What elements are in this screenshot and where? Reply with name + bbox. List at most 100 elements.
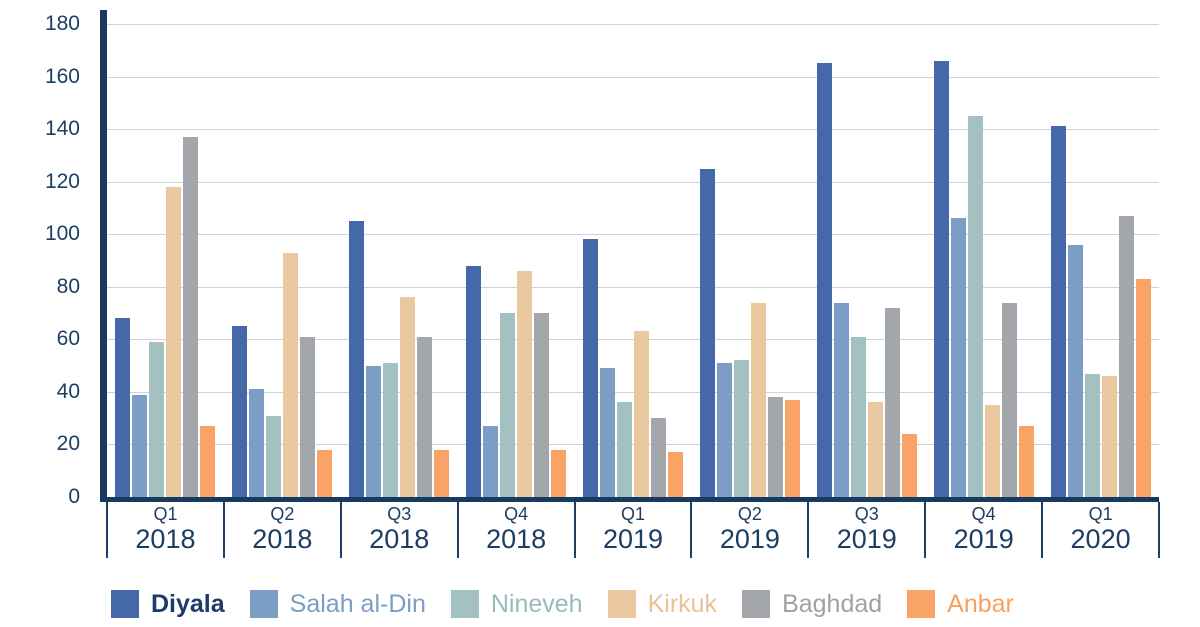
- gridline: [107, 76, 1159, 78]
- bar-kirkuk: [166, 186, 182, 497]
- bar-salah-al-din: [1067, 244, 1083, 497]
- bar-salah-al-din: [483, 426, 499, 497]
- x-tick-cell: Q4 2018: [456, 502, 574, 558]
- bar-anbar: [317, 449, 333, 497]
- y-axis-labels: 180 160 140 120 100 80 60 40 20 0: [0, 12, 80, 508]
- legend-label: Kirkuk: [647, 590, 718, 618]
- x-tick-year: 2019: [836, 524, 897, 554]
- y-tick-label: 80: [56, 274, 80, 298]
- bar-salah-al-din: [249, 389, 265, 497]
- legend-item-baghdad: Baghdad: [742, 590, 882, 618]
- legend-swatch-icon: [742, 590, 771, 618]
- legend-item-nineveh: Nineveh: [450, 590, 583, 618]
- bar-groups: [107, 24, 1159, 497]
- y-tick-label: 140: [44, 117, 80, 141]
- x-tick-year: 2020: [1070, 524, 1131, 554]
- x-tick-quarter: Q3: [854, 504, 879, 524]
- bar-diyala: [232, 326, 248, 497]
- bar-nineveh: [500, 313, 516, 497]
- bar-baghdad: [1001, 302, 1017, 497]
- bar-baghdad: [534, 313, 550, 497]
- legend-label: Baghdad: [782, 590, 883, 618]
- bar-nineveh: [967, 115, 983, 497]
- bar-diyala: [1050, 126, 1066, 497]
- gridline: [107, 234, 1159, 236]
- bar-baghdad: [651, 418, 666, 497]
- bar-group-q4-2018: [458, 24, 575, 497]
- bar-group-q4-2019: [925, 24, 1042, 497]
- y-tick-label: 160: [44, 64, 80, 88]
- legend-label: Nineveh: [490, 590, 583, 618]
- x-tick-year: 2018: [135, 524, 196, 554]
- bar-group-q3-2018: [341, 24, 458, 497]
- x-tick-quarter: Q3: [387, 504, 412, 524]
- bar-nineveh: [850, 336, 866, 497]
- x-tick-cell: Q4 2019: [924, 502, 1041, 558]
- bar-nineveh: [617, 402, 632, 497]
- bar-salah-al-din: [132, 394, 148, 497]
- x-tick-quarter: Q4: [971, 504, 996, 524]
- bar-anbar: [668, 452, 683, 497]
- bar-salah-al-din: [366, 365, 382, 497]
- bar-nineveh: [733, 360, 749, 497]
- bar-anbar: [1018, 426, 1034, 497]
- gridline: [107, 391, 1159, 393]
- x-tick-quarter: Q1: [1088, 504, 1113, 524]
- bar-kirkuk: [400, 297, 416, 497]
- x-axis-line: [100, 497, 1159, 502]
- bar-kirkuk: [1101, 376, 1117, 497]
- bar-kirkuk: [283, 252, 299, 497]
- bar-diyala: [699, 168, 715, 497]
- bar-baghdad: [417, 336, 433, 497]
- gridline: [107, 339, 1159, 341]
- bar-kirkuk: [984, 405, 1000, 497]
- gridline: [107, 286, 1159, 288]
- y-tick-label: 40: [56, 379, 80, 403]
- plot-area: [107, 24, 1159, 497]
- x-tick-cell: Q3 2018: [339, 502, 457, 558]
- legend-swatch-icon: [450, 590, 479, 618]
- legend-swatch-icon: [111, 590, 139, 618]
- bar-baghdad: [183, 137, 199, 497]
- legend-label: Diyala: [151, 590, 225, 618]
- y-tick-label: 60: [56, 327, 80, 351]
- x-tick-cell: Q1 2018: [106, 502, 223, 558]
- bar-salah-al-din: [600, 368, 615, 497]
- x-tick-cell: Q1 2020: [1041, 502, 1161, 558]
- bar-kirkuk: [867, 402, 883, 497]
- x-axis-labels: Q1 2018 Q2 2018 Q3 2018 Q4 2018 Q1 2019 Q2 2019 Q3 20…: [106, 502, 1161, 558]
- x-tick-cell: Q2 2019: [690, 502, 807, 558]
- legend-swatch-icon: [607, 590, 636, 618]
- bar-baghdad: [300, 336, 316, 497]
- bar-salah-al-din: [950, 218, 966, 497]
- x-tick-year: 2019: [719, 524, 780, 554]
- bar-diyala: [583, 239, 598, 497]
- legend-item-salah-al-din: Salah al-Din: [249, 590, 426, 618]
- legend-label: Salah al-Din: [289, 590, 426, 618]
- bar-diyala: [349, 221, 365, 497]
- gridline: [107, 181, 1159, 183]
- bar-baghdad: [884, 307, 900, 497]
- bar-nineveh: [1084, 373, 1100, 497]
- x-tick-year: 2018: [486, 524, 547, 554]
- gridline: [107, 129, 1159, 131]
- bar-salah-al-din: [716, 362, 732, 497]
- legend-item-kirkuk: Kirkuk: [607, 590, 718, 618]
- bar-diyala: [933, 60, 949, 497]
- legend-item-anbar: Anbar: [907, 590, 1014, 618]
- bar-anbar: [200, 426, 216, 497]
- x-tick-quarter: Q1: [153, 504, 178, 524]
- bar-baghdad: [767, 397, 783, 497]
- bar-nineveh: [383, 362, 399, 497]
- x-tick-quarter: Q2: [270, 504, 295, 524]
- bar-diyala: [816, 63, 832, 497]
- bar-nineveh: [266, 415, 282, 497]
- y-tick-label: 0: [68, 485, 80, 508]
- x-tick-quarter: Q1: [621, 504, 646, 524]
- x-tick-cell: Q2 2018: [222, 502, 340, 558]
- bar-group-q2-2019: [691, 24, 808, 497]
- bar-anbar: [551, 449, 567, 497]
- y-tick-label: 120: [44, 169, 80, 193]
- bar-anbar: [434, 449, 450, 497]
